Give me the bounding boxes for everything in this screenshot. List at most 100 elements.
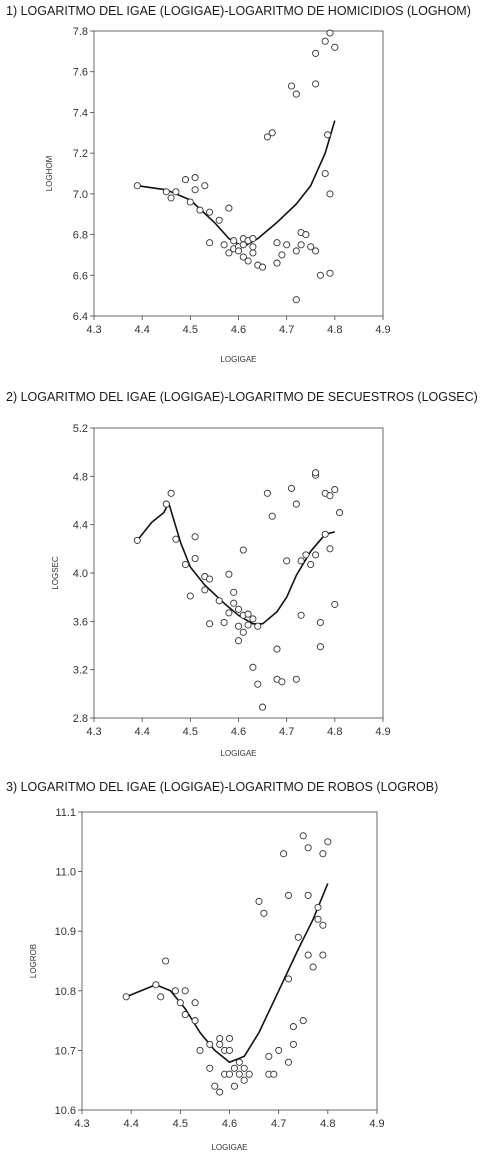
y-tick-label: 3.6 [73, 616, 88, 628]
data-point [307, 243, 315, 251]
data-point [191, 999, 199, 1007]
data-point [259, 703, 267, 711]
data-point [152, 981, 160, 989]
data-point [289, 1023, 297, 1031]
data-point [331, 600, 339, 608]
data-point [260, 909, 268, 917]
x-tick-label: 4.5 [173, 1118, 188, 1130]
x-tick-label: 4.4 [135, 324, 150, 336]
data-point [162, 957, 170, 965]
data-point [287, 484, 296, 492]
data-point [234, 247, 243, 255]
data-point [312, 247, 320, 255]
data-point [321, 169, 329, 178]
data-point [326, 190, 334, 198]
data-point [297, 241, 305, 249]
x-tick-label: 4.7 [271, 1118, 286, 1130]
data-point [167, 194, 175, 202]
x-tick-label: 4.8 [320, 1118, 335, 1130]
x-tick-label: 4.8 [327, 726, 342, 738]
data-point [230, 588, 238, 596]
x-tick-label: 4.5 [183, 726, 198, 738]
y-tick-label: 10.6 [55, 1105, 76, 1117]
data-point [206, 575, 214, 583]
data-point [255, 897, 263, 905]
data-point [324, 131, 332, 139]
data-point [321, 530, 329, 538]
data-point [302, 231, 310, 239]
x-tick-label: 4.5 [183, 324, 198, 336]
data-point [230, 1064, 238, 1072]
data-point [309, 963, 317, 971]
data-point [201, 586, 209, 594]
x-axis-label: LOGIGAE [211, 1143, 247, 1152]
data-point [167, 489, 175, 497]
data-point [181, 987, 189, 995]
data-point [304, 844, 312, 852]
data-point [225, 1046, 234, 1054]
data-point [280, 850, 288, 858]
data-point [273, 259, 281, 267]
data-point [181, 176, 190, 184]
data-point [220, 618, 228, 627]
data-point [299, 1017, 307, 1025]
data-point [287, 82, 296, 90]
y-tick-label: 10.8 [55, 986, 76, 998]
data-point [268, 129, 276, 137]
data-point [122, 993, 130, 1001]
data-point [225, 204, 233, 212]
y-tick-label: 7.4 [73, 107, 88, 119]
data-point [297, 611, 305, 619]
data-point [326, 545, 334, 553]
x-tick-label: 4.4 [124, 1118, 139, 1130]
data-point [289, 1040, 297, 1048]
data-point [278, 678, 286, 686]
y-tick-label: 10.9 [55, 926, 76, 938]
data-point [326, 269, 334, 277]
data-point [307, 560, 315, 569]
data-point [326, 492, 334, 500]
data-point [162, 188, 170, 196]
plot-frame [81, 811, 378, 1111]
data-point [235, 1070, 243, 1078]
data-point [225, 609, 233, 617]
y-tick-label: 7.8 [73, 26, 88, 38]
data-point [230, 1082, 238, 1090]
data-point [230, 237, 238, 245]
x-tick-label: 4.9 [369, 1118, 384, 1130]
data-point [302, 551, 310, 559]
data-point [273, 239, 281, 247]
data-point [292, 296, 300, 304]
data-point [191, 533, 199, 541]
data-point [249, 243, 257, 251]
data-point [263, 133, 271, 141]
data-point [225, 570, 233, 578]
x-tick-label: 4.9 [375, 726, 390, 738]
data-point [157, 993, 165, 1001]
data-point [245, 1070, 253, 1078]
data-point [191, 1017, 199, 1025]
data-point [268, 512, 276, 520]
data-point [292, 675, 300, 683]
data-point [319, 850, 327, 858]
data-point [324, 838, 332, 846]
data-point [284, 891, 293, 899]
data-point [215, 216, 223, 224]
y-tick-label: 4.4 [73, 520, 88, 532]
chart-title-3: 3) LOGARITMO DEL IGAE (LOGIGAE)-LOGARITM… [6, 780, 439, 794]
data-point [336, 509, 344, 517]
x-tick-label: 4.6 [231, 324, 246, 336]
data-point [312, 80, 320, 88]
data-point [186, 198, 194, 206]
data-point [234, 637, 243, 645]
data-point [249, 615, 257, 623]
y-axis-label: LOGROB [29, 944, 38, 978]
data-point [181, 560, 190, 569]
data-point [292, 247, 300, 255]
data-point [249, 235, 257, 243]
data-point [216, 1040, 224, 1048]
data-point [265, 1052, 273, 1060]
data-point [331, 43, 339, 51]
data-point [244, 621, 252, 629]
